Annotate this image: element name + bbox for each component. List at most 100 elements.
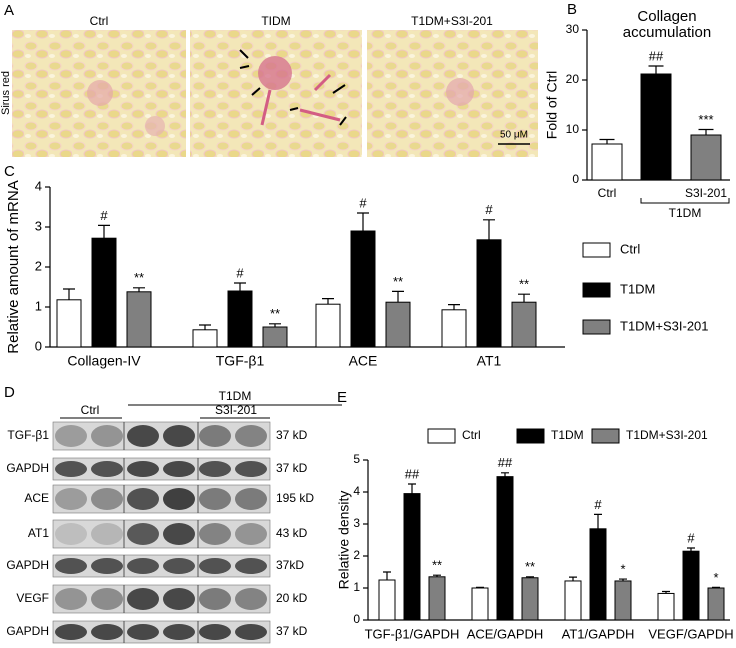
- blot-band: [163, 461, 195, 477]
- x-tick-label: AT1: [477, 353, 502, 369]
- y-tick-label: 3: [35, 218, 42, 233]
- blot-band: [127, 461, 159, 477]
- protein-label: GAPDH: [6, 558, 49, 572]
- blot-band: [127, 588, 159, 610]
- panel-label: D: [4, 384, 15, 401]
- significance-label: **: [519, 277, 529, 292]
- error-bar: [383, 571, 391, 580]
- significance-label: #: [485, 202, 493, 217]
- y-tick-label: 4: [353, 484, 360, 498]
- legend-label: Ctrl: [462, 428, 481, 442]
- blot-band: [55, 425, 87, 447]
- blot-band: [55, 488, 87, 510]
- bracket: [640, 198, 730, 204]
- blot-band: [91, 523, 123, 545]
- error-bar: [357, 212, 369, 231]
- error-bar: [133, 287, 145, 292]
- size-label: 20 kD: [276, 591, 308, 605]
- error-bar: [648, 65, 664, 74]
- significance-label: ##: [649, 48, 664, 63]
- error-bar: [662, 590, 670, 594]
- protein-label: GAPDH: [6, 624, 49, 638]
- image-label: Ctrl: [90, 14, 109, 28]
- legend-label: T1DM: [551, 428, 584, 442]
- y-tick-label: 0: [353, 612, 360, 626]
- y-tick-label: 4: [35, 178, 42, 193]
- blot-group-label: S3I-201: [215, 403, 257, 417]
- error-bar: [599, 138, 615, 144]
- bar: [56, 299, 82, 348]
- protein-label: TGF-β1: [7, 428, 49, 442]
- significance-label: ##: [498, 455, 513, 470]
- stain-label: Sirus red: [0, 71, 12, 115]
- protein-label: ACE: [24, 491, 49, 505]
- legend-label: T1DM: [620, 281, 655, 296]
- legend-swatch: [582, 282, 611, 298]
- blot-band: [163, 558, 195, 574]
- error-bar: [698, 128, 714, 135]
- error-bar: [518, 293, 530, 303]
- blot-band: [199, 488, 231, 510]
- bar: [614, 580, 632, 621]
- significance-label: #: [594, 497, 602, 512]
- y-axis-label: Relative density: [336, 491, 352, 590]
- error-bar: [98, 224, 110, 239]
- blot-band: [91, 488, 123, 510]
- bar: [403, 493, 421, 621]
- error-bar: [448, 304, 460, 310]
- blot-band: [163, 588, 195, 610]
- blot-band: [163, 624, 195, 640]
- bar: [476, 239, 502, 348]
- error-bar: [712, 586, 720, 588]
- chart-title: accumulation: [623, 24, 711, 41]
- x-tick-label: VEGF/GAPDH: [648, 626, 733, 641]
- blot-band: [127, 624, 159, 640]
- x-tick-label: Ctrl: [598, 186, 617, 200]
- y-tick-label: 0: [35, 338, 42, 353]
- size-label: 195 kD: [276, 491, 314, 505]
- histology-image: [12, 30, 186, 157]
- legend-swatch: [591, 428, 620, 444]
- blot-band: [55, 558, 87, 574]
- error-bar: [594, 513, 602, 529]
- blot-band: [163, 523, 195, 545]
- bar: [378, 579, 396, 621]
- bar: [385, 301, 411, 348]
- bar: [690, 134, 722, 181]
- significance-label: **: [432, 558, 442, 573]
- histology-image: 50 μM: [367, 30, 538, 157]
- x-tick-label: TGF-β1/GAPDH: [365, 626, 460, 641]
- blot-band: [55, 588, 87, 610]
- x-tick-label: AT1/GAPDH: [562, 626, 635, 641]
- blot-band: [199, 523, 231, 545]
- blot-strip: [52, 519, 271, 549]
- blot-band: [127, 523, 159, 545]
- image-label: T1DM+S3I-201: [411, 14, 493, 28]
- blot-band: [235, 461, 267, 477]
- x-tick-label: ACE: [349, 353, 378, 369]
- bar: [707, 587, 725, 621]
- blot-band: [199, 588, 231, 610]
- blot-band: [91, 425, 123, 447]
- size-label: 37 kD: [276, 624, 308, 638]
- protein-label: GAPDH: [6, 461, 49, 475]
- y-axis-label: Fold of Ctrl: [544, 71, 560, 139]
- error-bar: [269, 323, 281, 327]
- legend-swatch: [582, 242, 611, 258]
- x-tick-label: ACE/GAPDH: [467, 626, 544, 641]
- size-label: 37kD: [276, 558, 304, 572]
- bar: [315, 303, 341, 348]
- blot-band: [199, 558, 231, 574]
- legend-swatch: [427, 428, 456, 444]
- bar: [262, 326, 288, 348]
- blot-group-label: Ctrl: [81, 403, 100, 417]
- y-tick-label: 20: [566, 72, 580, 86]
- blot-band: [235, 588, 267, 610]
- bar: [511, 301, 537, 348]
- bar: [91, 237, 117, 348]
- size-label: 37 kD: [276, 428, 308, 442]
- legend-swatch: [582, 319, 611, 335]
- blot-band: [199, 425, 231, 447]
- y-tick-label: 1: [35, 298, 42, 313]
